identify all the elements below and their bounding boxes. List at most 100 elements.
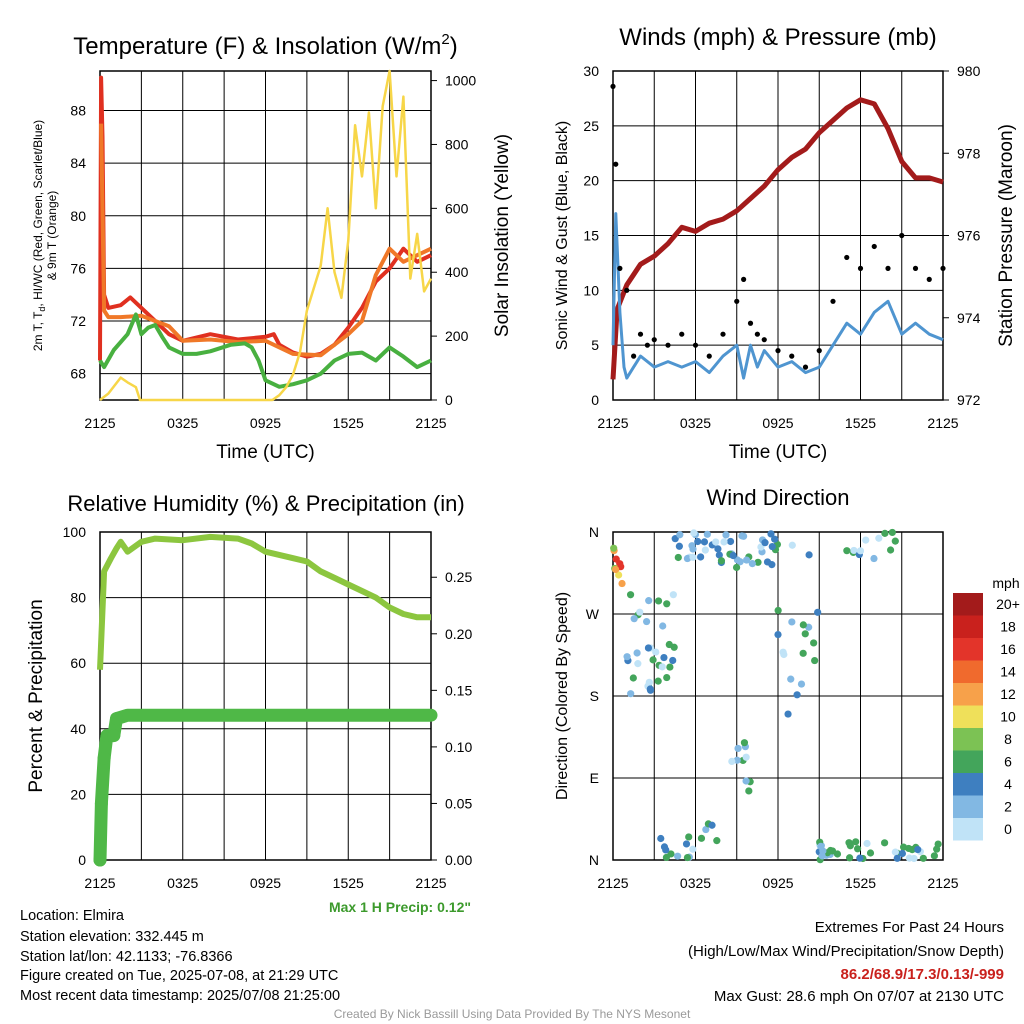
wind-gust-point-20 xyxy=(802,364,809,370)
dir-scatter-point-137 xyxy=(863,839,871,848)
dir-scatter-point-88 xyxy=(729,551,737,560)
legend-label-2: 16 xyxy=(1000,641,1016,657)
dir-scatter-point-118 xyxy=(846,854,854,862)
dir-scatter-point-172 xyxy=(657,834,665,843)
dir-scatter-point-123 xyxy=(856,854,864,862)
dir-scatter-point-120 xyxy=(881,839,889,847)
dir-scatter-point-138 xyxy=(866,849,875,857)
y-tick-label-temp-5: 88 xyxy=(70,102,86,118)
dir-scatter-point-175 xyxy=(685,833,693,841)
dir-scatter-point-91 xyxy=(748,560,756,568)
dir-scatter-point-38 xyxy=(627,690,635,698)
temp-ylabel-line2: & 9m T (Orange) xyxy=(45,191,59,281)
precip-point-0 xyxy=(93,853,107,867)
wind-gust-point-22 xyxy=(830,298,836,304)
legend-label-8: 4 xyxy=(1004,776,1012,792)
y2-tick-label-temp-2: 400 xyxy=(445,264,469,280)
dir-scatter-point-163 xyxy=(702,825,710,834)
dir-scatter-point-30 xyxy=(623,653,631,661)
wind-gust-point-24 xyxy=(857,265,864,271)
dir-scatter-point-28 xyxy=(633,649,641,657)
dir-scatter-point-106 xyxy=(797,680,806,688)
precip-point-5 xyxy=(110,712,124,726)
dir-scatter-point-47 xyxy=(701,546,709,554)
y-tick-label-wind-3: 15 xyxy=(583,228,599,244)
plot-frame-dir xyxy=(612,531,944,861)
wind-gust-point-13 xyxy=(734,298,740,304)
temp-xlabel: Time (UTC) xyxy=(216,442,315,463)
legend-label-9: 2 xyxy=(1004,799,1012,815)
wind-gust-point-21 xyxy=(816,348,822,354)
dir-scatter-point-44 xyxy=(697,553,705,561)
plot-frame-wind xyxy=(612,70,944,401)
precip-point-4 xyxy=(107,729,121,743)
wind-gust-point-28 xyxy=(912,265,919,271)
y2-tick-label-rh-5: 0.25 xyxy=(445,569,472,585)
dir-scatter-point-151 xyxy=(870,554,878,563)
y-tick-label-wind-6: 30 xyxy=(583,63,599,79)
dir-ylabel: Direction (Colored By Speed) xyxy=(554,592,571,800)
y-tick-label-rh-3: 60 xyxy=(70,655,86,671)
dir-scatter-point-164 xyxy=(697,834,706,842)
x-tick-label-dir-2: 0925 xyxy=(762,875,793,891)
dir-scatter-point-144 xyxy=(905,844,913,853)
wind-gust-point-17 xyxy=(761,337,767,343)
legend-label-5: 10 xyxy=(1000,709,1016,725)
dir-scatter-point-9 xyxy=(612,565,620,574)
x-tick-label-rh-3: 1525 xyxy=(333,875,364,891)
dir-scatter-point-116 xyxy=(933,845,941,853)
dir-scatter-point-29 xyxy=(658,663,666,671)
dir-scatter-point-179 xyxy=(742,753,750,761)
dir-scatter-point-152 xyxy=(881,529,889,537)
wind-gust-point-7 xyxy=(651,337,657,343)
dir-scatter-point-56 xyxy=(690,529,698,537)
dir-scatter-point-17 xyxy=(654,677,662,685)
legend-swatch-6 xyxy=(953,728,983,751)
wind-gust-point-27 xyxy=(899,232,905,239)
y-tick-label-temp-2: 76 xyxy=(70,260,86,276)
dir-scatter-point-84 xyxy=(767,530,775,538)
dir-scatter-point-54 xyxy=(676,531,684,539)
dir-scatter-point-135 xyxy=(910,854,918,863)
dir-scatter-point-171 xyxy=(662,853,671,862)
rh-series-line xyxy=(97,533,431,670)
dir-scatter-point-37 xyxy=(663,673,671,682)
dir-scatter-point-16 xyxy=(652,648,660,656)
wind-y2label: Station Pressure (Maroon) xyxy=(996,124,1017,347)
legend-swatch-5 xyxy=(953,705,983,728)
dir-scatter-point-42 xyxy=(634,660,642,668)
dir-scatter-point-90 xyxy=(761,539,769,547)
legend-label-3: 14 xyxy=(1000,664,1016,680)
legend-label-10: 0 xyxy=(1004,821,1012,837)
extremes-subtitle: (High/Low/Max Wind/Precipitation/Snow De… xyxy=(688,943,1004,960)
wind-gust-point-1 xyxy=(613,161,619,167)
dir-scatter-point-98 xyxy=(805,551,813,559)
dir-scatter-point-162 xyxy=(689,845,697,853)
dir-scatter-point-92 xyxy=(814,608,822,616)
dir-scatter-point-26 xyxy=(659,622,667,630)
y2-tick-label-temp-0: 0 xyxy=(445,392,453,408)
dir-scatter-point-139 xyxy=(914,845,922,854)
dir-scatter-point-50 xyxy=(674,553,682,562)
dir-scatter-point-159 xyxy=(843,547,851,555)
legend-label-7: 6 xyxy=(1004,754,1012,770)
dir-scatter-point-20 xyxy=(669,656,677,665)
dir-scatter-point-25 xyxy=(669,591,677,599)
y2-tick-label-wind-3: 978 xyxy=(957,145,981,161)
y2-tick-label-wind-1: 974 xyxy=(957,310,981,326)
dir-scatter-point-148 xyxy=(852,838,860,846)
dir-scatter-point-35 xyxy=(630,615,638,623)
dir-scatter-point-161 xyxy=(862,536,870,544)
y-tick-label-rh-5: 100 xyxy=(63,524,87,540)
wind-ylabel: Sonic Wind & Gust (Blue, Black) xyxy=(554,121,571,350)
dir-scatter-point-176 xyxy=(713,837,721,845)
dir-scatter-point-157 xyxy=(886,546,895,554)
extremes-title: Extremes For Past 24 Hours xyxy=(814,919,1004,936)
legend-swatch-8 xyxy=(953,773,983,796)
y-tick-label-dir-1: E xyxy=(590,770,599,786)
dir-scatter-point-80 xyxy=(720,538,728,546)
y2-tick-label-temp-4: 800 xyxy=(445,136,469,152)
wind-gust-point-3 xyxy=(624,287,630,293)
dir-scatter-point-86 xyxy=(717,557,726,565)
wind-gust-point-15 xyxy=(747,320,754,326)
